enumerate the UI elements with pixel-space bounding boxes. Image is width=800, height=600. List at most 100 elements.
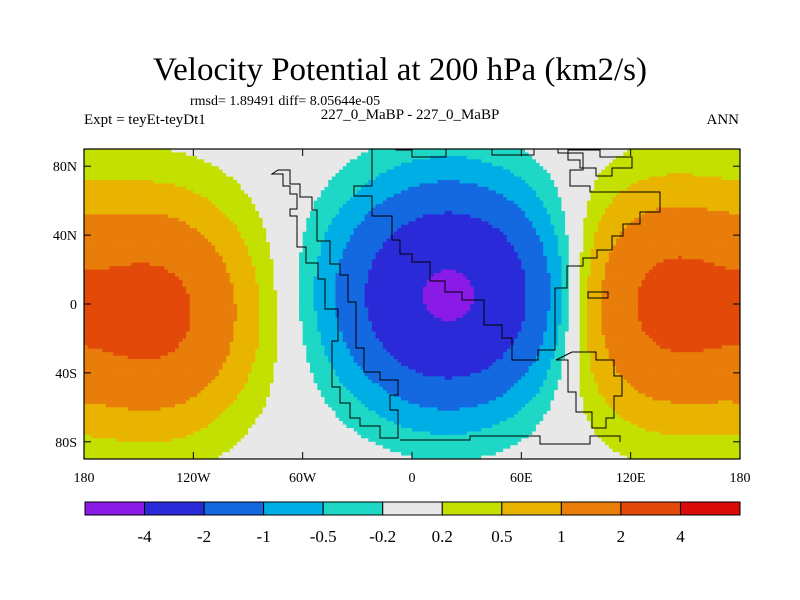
contour-cell — [488, 228, 493, 233]
contour-cell — [379, 193, 384, 198]
contour-cell — [233, 235, 238, 240]
contour-cell — [291, 228, 296, 233]
contour-cell — [623, 231, 628, 236]
contour-cell — [594, 183, 599, 188]
contour-cell — [309, 176, 315, 181]
contour-cell — [255, 149, 260, 154]
contour-cell — [528, 190, 533, 195]
contour-cell — [248, 162, 253, 167]
contour-cell — [105, 238, 111, 243]
contour-cell — [492, 207, 497, 212]
contour-cell — [291, 190, 296, 195]
contour-cell — [670, 217, 675, 222]
contour-cell — [288, 224, 293, 229]
contour-cell — [707, 176, 712, 181]
contour-cell — [510, 228, 515, 233]
contour-cell — [273, 186, 278, 191]
contour-cell — [426, 193, 431, 198]
contour-cell — [102, 193, 107, 198]
contour-cell — [597, 166, 603, 171]
contour-cell — [426, 173, 431, 178]
contour-cell — [313, 173, 318, 178]
contour-cell — [459, 152, 464, 157]
contour-cell — [105, 214, 111, 219]
contour-cell — [528, 186, 533, 191]
contour-cell — [430, 180, 435, 185]
contour-cell — [226, 169, 231, 174]
contour-cell — [535, 186, 541, 191]
contour-cell — [710, 214, 716, 219]
contour-cell — [492, 186, 497, 191]
contour-cell — [412, 152, 417, 157]
contour-cell — [608, 211, 614, 216]
contour-cell — [84, 169, 89, 174]
contour-cell — [266, 242, 271, 247]
contour-cell — [342, 242, 347, 247]
contour-cell — [302, 152, 307, 157]
contour-cell — [375, 190, 380, 195]
contour-cell — [514, 242, 519, 247]
contour-cell — [109, 224, 114, 229]
contour-cell — [240, 186, 245, 191]
contour-cell — [371, 238, 377, 243]
contour-cell — [554, 200, 559, 205]
contour-cell — [375, 183, 380, 188]
contour-cell — [284, 183, 289, 188]
contour-cell — [186, 176, 191, 181]
contour-cell — [164, 228, 169, 233]
contour-cell — [714, 200, 719, 205]
contour-cell — [550, 224, 555, 229]
contour-cell — [707, 231, 712, 236]
contour-cell — [368, 155, 373, 160]
contour-cell — [524, 207, 530, 212]
contour-cell — [514, 162, 519, 167]
contour-cell — [415, 207, 420, 212]
contour-cell — [149, 173, 154, 178]
contour-cell — [131, 176, 136, 181]
contour-cell — [397, 162, 402, 167]
contour-cell — [612, 228, 617, 233]
contour-cell — [426, 221, 431, 226]
contour-cell — [463, 242, 468, 247]
contour-cell — [135, 221, 140, 226]
contour-cell — [437, 186, 442, 191]
contour-cell — [568, 193, 573, 198]
contour-cell — [127, 197, 132, 202]
contour-cell — [648, 200, 654, 205]
contour-cell — [667, 180, 672, 185]
contour-cell — [670, 224, 675, 229]
contour-cell — [608, 169, 614, 174]
contour-cell — [637, 162, 643, 167]
contour-cell — [229, 228, 235, 233]
contour-cell — [729, 235, 734, 240]
contour-cell — [135, 235, 140, 240]
contour-cell — [127, 238, 132, 243]
contour-cell — [375, 197, 380, 202]
contour-cell — [207, 214, 213, 219]
contour-cell — [291, 204, 296, 209]
contour-cell — [397, 176, 402, 181]
contour-cell — [167, 217, 173, 222]
contour-cell — [510, 224, 515, 229]
contour-cell — [503, 180, 508, 185]
contour-cell — [688, 207, 694, 212]
contour-cell — [535, 242, 541, 247]
contour-cell — [364, 197, 369, 202]
contour-cell — [248, 211, 253, 216]
contour-cell — [229, 159, 235, 164]
contour-cell — [557, 242, 563, 247]
contour-cell — [546, 228, 552, 233]
contour-cell — [426, 152, 431, 157]
contour-cell — [452, 155, 457, 160]
contour-cell — [572, 238, 577, 243]
contour-cell — [182, 193, 187, 198]
contour-cell — [729, 221, 734, 226]
contour-cell — [120, 193, 125, 198]
contour-cell — [576, 159, 581, 164]
contour-cell — [430, 221, 435, 226]
contour-cell — [131, 186, 136, 191]
contour-cell — [182, 235, 187, 240]
contour-cell — [116, 217, 122, 222]
contour-cell — [211, 162, 216, 167]
contour-cell — [670, 155, 675, 160]
